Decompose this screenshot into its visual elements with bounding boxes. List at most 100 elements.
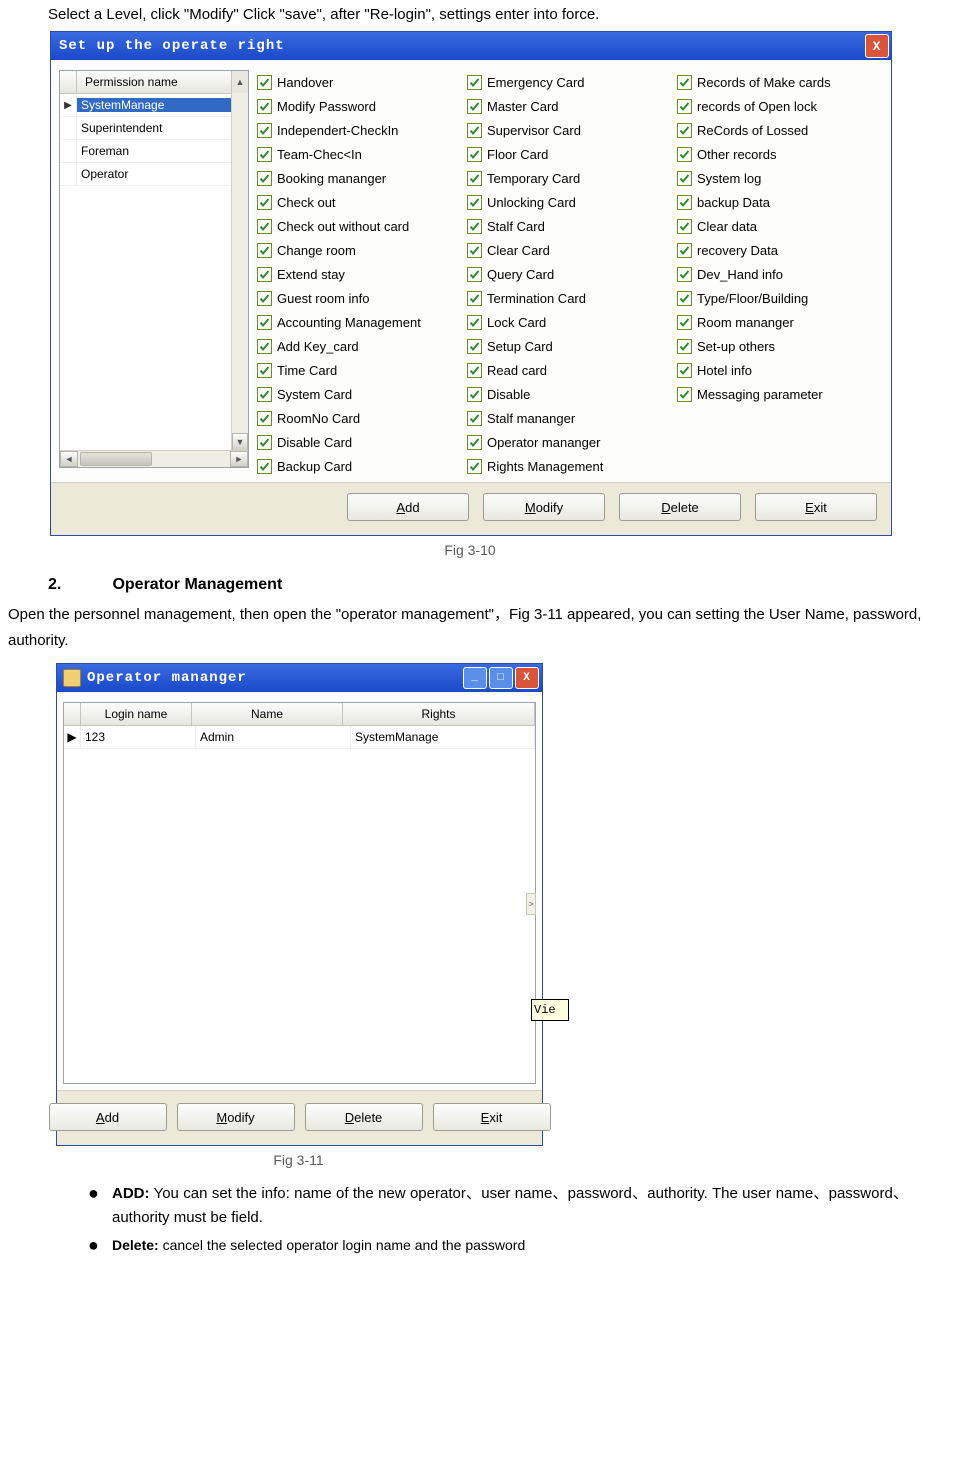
permission-row[interactable]: Foreman (60, 140, 248, 163)
checkbox-icon[interactable] (677, 195, 692, 210)
cell-login[interactable]: 123 (81, 726, 196, 748)
operator-grid[interactable]: Login name Name Rights ▶ 123 Admin Syste… (63, 702, 536, 1084)
exit-button[interactable]: Exit (755, 493, 877, 521)
scroll-thumb[interactable] (80, 452, 152, 466)
titlebar[interactable]: Operator mananger _ □ X (57, 664, 542, 692)
vertical-scrollbar[interactable]: ▼ (231, 93, 248, 451)
checkbox-item[interactable]: Supervisor Card (467, 118, 673, 142)
scroll-left-icon[interactable]: ◄ (60, 451, 78, 467)
checkbox-item[interactable]: Change room (257, 238, 463, 262)
permission-row[interactable]: Superintendent (60, 117, 248, 140)
checkbox-icon[interactable] (257, 243, 272, 258)
checkbox-icon[interactable] (257, 387, 272, 402)
checkbox-icon[interactable] (677, 291, 692, 306)
checkbox-item[interactable]: Operator mananger (467, 430, 673, 454)
checkbox-icon[interactable] (677, 219, 692, 234)
checkbox-item[interactable]: recovery Data (677, 238, 883, 262)
checkbox-icon[interactable] (467, 195, 482, 210)
checkbox-item[interactable]: Master Card (467, 94, 673, 118)
checkbox-item[interactable]: Read card (467, 358, 673, 382)
checkbox-item[interactable]: Disable Card (257, 430, 463, 454)
checkbox-icon[interactable] (257, 219, 272, 234)
checkbox-item[interactable]: Backup Card (257, 454, 463, 478)
permission-row[interactable]: Operator (60, 163, 248, 186)
checkbox-item[interactable]: Stalf mananger (467, 406, 673, 430)
checkbox-icon[interactable] (677, 243, 692, 258)
minimize-button[interactable]: _ (463, 667, 487, 689)
checkbox-icon[interactable] (467, 459, 482, 474)
checkbox-icon[interactable] (257, 315, 272, 330)
checkbox-icon[interactable] (677, 75, 692, 90)
checkbox-icon[interactable] (677, 147, 692, 162)
checkbox-icon[interactable] (257, 435, 272, 450)
checkbox-item[interactable]: System Card (257, 382, 463, 406)
checkbox-item[interactable]: Disable (467, 382, 673, 406)
checkbox-item[interactable]: Stalf Card (467, 214, 673, 238)
scroll-down-icon[interactable]: ▼ (232, 433, 248, 451)
checkbox-icon[interactable] (677, 387, 692, 402)
checkbox-icon[interactable] (467, 387, 482, 402)
checkbox-icon[interactable] (677, 123, 692, 138)
checkbox-icon[interactable] (467, 363, 482, 378)
close-button[interactable]: X (515, 667, 539, 689)
checkbox-icon[interactable] (257, 291, 272, 306)
checkbox-item[interactable]: Add Key_card (257, 334, 463, 358)
checkbox-icon[interactable] (467, 267, 482, 282)
checkbox-item[interactable]: Modify Password (257, 94, 463, 118)
checkbox-item[interactable]: Time Card (257, 358, 463, 382)
grid-row[interactable]: ▶ 123 Admin SystemManage (64, 726, 535, 749)
checkbox-item[interactable]: Booking mananger (257, 166, 463, 190)
close-button[interactable]: X (865, 34, 889, 58)
checkbox-item[interactable]: Messaging parameter (677, 382, 883, 406)
checkbox-icon[interactable] (257, 411, 272, 426)
checkbox-icon[interactable] (677, 315, 692, 330)
checkbox-icon[interactable] (467, 339, 482, 354)
checkbox-icon[interactable] (677, 171, 692, 186)
checkbox-item[interactable]: Setup Card (467, 334, 673, 358)
checkbox-item[interactable]: ReCords of Lossed (677, 118, 883, 142)
delete-button[interactable]: Delete (305, 1103, 423, 1131)
horizontal-scrollbar[interactable]: ◄ ► (60, 450, 248, 467)
checkbox-item[interactable]: Records of Make cards (677, 70, 883, 94)
checkbox-icon[interactable] (257, 267, 272, 282)
add-button[interactable]: Add (347, 493, 469, 521)
permission-list[interactable]: Permission name ▲ ▶SystemManageSuperinte… (59, 70, 249, 468)
scroll-track[interactable] (78, 451, 230, 467)
checkbox-item[interactable]: Clear data (677, 214, 883, 238)
checkbox-item[interactable]: Check out without card (257, 214, 463, 238)
checkbox-item[interactable]: Accounting Management (257, 310, 463, 334)
checkbox-icon[interactable] (257, 363, 272, 378)
checkbox-icon[interactable] (467, 435, 482, 450)
modify-button[interactable]: Modify (483, 493, 605, 521)
checkbox-icon[interactable] (467, 219, 482, 234)
checkbox-icon[interactable] (467, 99, 482, 114)
checkbox-icon[interactable] (467, 291, 482, 306)
checkbox-icon[interactable] (467, 411, 482, 426)
checkbox-icon[interactable] (467, 315, 482, 330)
delete-button[interactable]: Delete (619, 493, 741, 521)
cell-rights[interactable]: SystemManage (351, 726, 535, 748)
column-name-header[interactable]: Name (192, 703, 343, 725)
checkbox-icon[interactable] (677, 339, 692, 354)
checkbox-icon[interactable] (467, 75, 482, 90)
checkbox-item[interactable]: Room mananger (677, 310, 883, 334)
checkbox-item[interactable]: Clear Card (467, 238, 673, 262)
checkbox-icon[interactable] (257, 459, 272, 474)
checkbox-item[interactable]: Floor Card (467, 142, 673, 166)
checkbox-icon[interactable] (257, 99, 272, 114)
checkbox-item[interactable]: RoomNo Card (257, 406, 463, 430)
checkbox-icon[interactable] (677, 267, 692, 282)
add-button[interactable]: Add (49, 1103, 167, 1131)
checkbox-item[interactable]: Check out (257, 190, 463, 214)
checkbox-icon[interactable] (257, 147, 272, 162)
checkbox-item[interactable]: System log (677, 166, 883, 190)
checkbox-item[interactable]: Query Card (467, 262, 673, 286)
scroll-up-icon[interactable]: ▲ (231, 71, 248, 93)
checkbox-icon[interactable] (467, 243, 482, 258)
side-expand-icon[interactable]: > (526, 893, 536, 915)
cell-name[interactable]: Admin (196, 726, 351, 748)
checkbox-item[interactable]: Termination Card (467, 286, 673, 310)
column-login-header[interactable]: Login name (81, 703, 192, 725)
checkbox-item[interactable]: Handover (257, 70, 463, 94)
checkbox-item[interactable]: Lock Card (467, 310, 673, 334)
